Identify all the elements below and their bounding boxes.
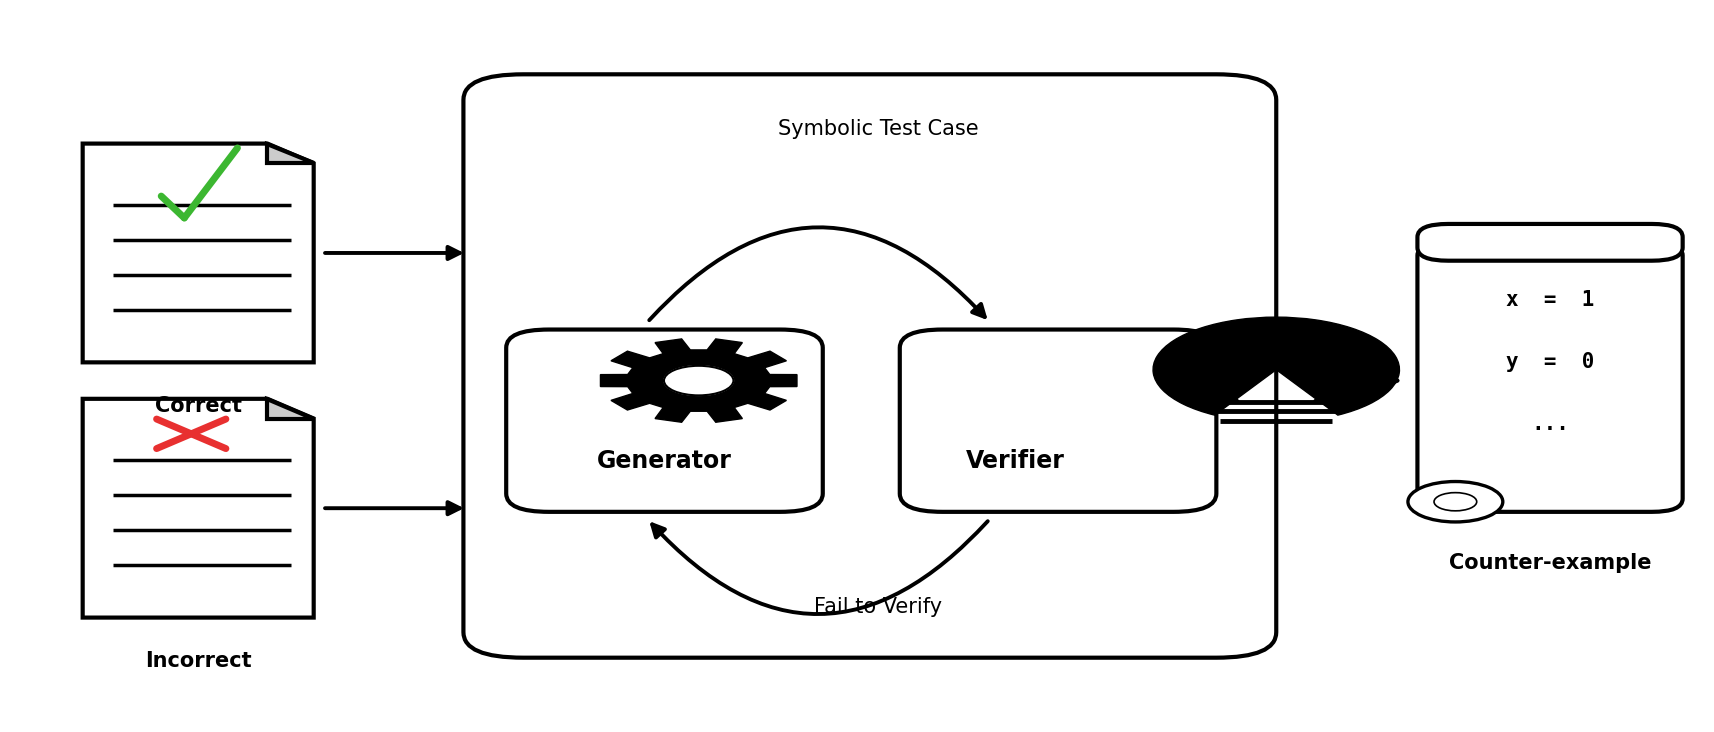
FancyBboxPatch shape	[900, 329, 1217, 512]
Circle shape	[663, 366, 734, 395]
Polygon shape	[82, 143, 314, 362]
Circle shape	[1407, 482, 1503, 522]
Polygon shape	[600, 339, 797, 422]
Text: Symbolic Test Case: Symbolic Test Case	[778, 119, 979, 139]
Text: Correct: Correct	[154, 396, 242, 416]
Circle shape	[1435, 493, 1477, 511]
FancyBboxPatch shape	[506, 329, 823, 512]
FancyBboxPatch shape	[463, 75, 1277, 657]
Polygon shape	[82, 399, 314, 618]
Text: Verifier: Verifier	[967, 449, 1064, 473]
Polygon shape	[267, 143, 314, 163]
Wedge shape	[1154, 317, 1399, 415]
Text: y  =  0: y = 0	[1507, 352, 1594, 373]
Text: Counter-example: Counter-example	[1448, 553, 1651, 573]
FancyBboxPatch shape	[1417, 242, 1683, 512]
Text: ...: ...	[1531, 414, 1568, 434]
Polygon shape	[267, 399, 314, 419]
Text: Generator: Generator	[596, 449, 732, 473]
FancyBboxPatch shape	[1417, 224, 1683, 261]
Text: Incorrect: Incorrect	[146, 651, 252, 671]
Text: Fail to Verify: Fail to Verify	[814, 597, 943, 616]
Text: x  =  1: x = 1	[1507, 291, 1594, 310]
